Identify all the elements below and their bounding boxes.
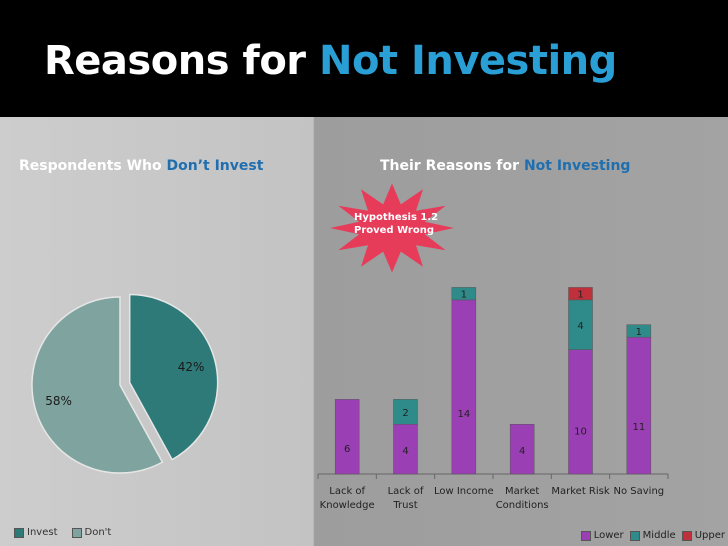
- pie-legend-item-invest: Invest: [14, 527, 58, 538]
- bar-legend-label-lower: Lower: [593, 530, 624, 541]
- data-label-middle-1: 2: [402, 408, 408, 419]
- data-label-lower-0: 6: [344, 444, 350, 455]
- data-label-lower-5: 11: [632, 422, 645, 433]
- x-tick-label-1-0: Lack of: [388, 486, 424, 497]
- bar-lower-2: [451, 299, 477, 475]
- x-tick-label-4-0: Market Risk: [551, 486, 609, 497]
- pie-slice-1: [31, 296, 164, 474]
- slide-title-plain: Reasons for: [44, 38, 306, 84]
- pie-legend-item-dont: Don't: [71, 527, 112, 538]
- pie-label-0: 42%: [178, 360, 205, 374]
- bar-title-plain: Their Reasons for: [380, 158, 520, 174]
- pie-legend-label-invest: Invest: [27, 527, 58, 538]
- data-label-middle-5: 1: [636, 327, 642, 338]
- x-tick-label-2-0: Low Income: [434, 486, 494, 497]
- data-label-lower-3: 4: [519, 446, 525, 457]
- data-label-middle-4: 4: [577, 321, 583, 332]
- bar-lower-0: [334, 399, 360, 475]
- x-tick-label-0-1: Knowledge: [320, 500, 375, 511]
- bar-middle-5: [626, 324, 652, 338]
- bar-title-accent: Not Investing: [523, 158, 631, 174]
- bar-lower-3: [509, 424, 535, 475]
- bar-legend-label-middle: Middle: [642, 530, 676, 541]
- bar-legend-item-lower: Lower: [580, 530, 624, 541]
- x-tick-label-5-0: No Saving: [614, 486, 665, 497]
- pie-slice-0: [128, 293, 219, 461]
- title-bar: [0, 0, 728, 117]
- dont-swatch: [71, 527, 82, 538]
- bar-middle-1: [393, 399, 418, 425]
- x-tick-label-3-0: Market: [505, 486, 539, 497]
- data-label-lower-1: 4: [402, 446, 408, 457]
- upper-swatch: [681, 530, 692, 541]
- data-label-lower-2: 14: [457, 409, 470, 420]
- bar-upper-4: [568, 287, 593, 301]
- bar-lower-5: [626, 336, 652, 475]
- starburst-line-1: Hypothesis 1.2: [354, 212, 439, 223]
- starburst-callout: [330, 183, 454, 273]
- x-tick-label-3-1: Conditions: [496, 500, 549, 511]
- pie-title-plain: Respondents Who: [19, 158, 162, 174]
- starburst-line-2: Proved Wrong: [354, 225, 435, 236]
- data-label-upper-4: 1: [577, 290, 583, 301]
- bar-legend: Lower Middle Upper: [580, 530, 725, 541]
- bar-legend-item-middle: Middle: [629, 530, 676, 541]
- slide-title: Reasons for Not Investing: [44, 38, 617, 84]
- pie-label-1: 58%: [45, 394, 72, 408]
- middle-swatch: [629, 530, 640, 541]
- bar-legend-item-upper: Upper: [681, 530, 725, 541]
- lower-swatch: [580, 530, 591, 541]
- bar-lower-4: [568, 349, 593, 475]
- bar-legend-label-upper: Upper: [694, 530, 725, 541]
- bar-section-title: Their Reasons for Not Investing: [380, 158, 630, 174]
- pie-chart: 42% 58%: [31, 293, 219, 474]
- starburst-text: Hypothesis 1.2 Proved Wrong: [354, 211, 444, 237]
- slide-title-accent: Not Investing: [318, 38, 617, 84]
- pie-legend-label-dont: Don't: [84, 527, 112, 538]
- pie-section-title: Respondents Who Don’t Invest: [19, 158, 263, 174]
- bar-middle-2: [451, 287, 477, 301]
- data-label-middle-2: 1: [461, 290, 467, 301]
- bar-lower-1: [393, 424, 418, 475]
- x-tick-label-0-0: Lack of: [329, 486, 365, 497]
- pie-legend: Invest Don't: [14, 527, 111, 538]
- pie-title-accent: Don’t Invest: [166, 158, 264, 174]
- x-tick-label-1-1: Trust: [392, 500, 417, 511]
- bar-middle-4: [568, 299, 593, 350]
- invest-swatch: [14, 527, 24, 538]
- data-label-lower-4: 10: [574, 426, 587, 437]
